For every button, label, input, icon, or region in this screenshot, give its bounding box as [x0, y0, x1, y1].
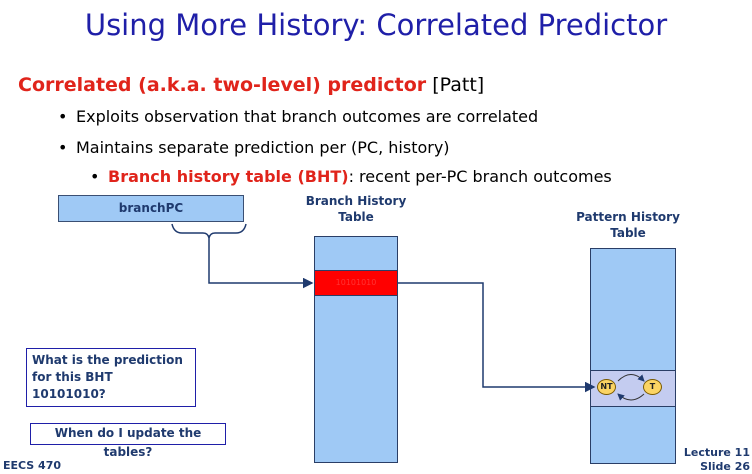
- bullet-text: Exploits observation that branch outcome…: [76, 107, 539, 126]
- pattern-history-table: [590, 248, 676, 464]
- pht-caption-line: Pattern History: [576, 210, 680, 224]
- question-prediction-box: What is the prediction for this BHT 10101…: [26, 348, 196, 407]
- bullet-dot: •: [58, 107, 68, 126]
- sub-bullet-rest: : recent per-PC branch outcomes: [348, 167, 612, 186]
- bullet-text: Maintains separate prediction per (PC, h…: [76, 138, 450, 157]
- pht-caption: Pattern History Table: [568, 209, 688, 241]
- question-line: What is the prediction: [32, 353, 183, 367]
- section-heading: Correlated (a.k.a. two-level) predictor …: [18, 74, 484, 96]
- state-transition-top: [617, 374, 645, 382]
- pc-bits-brace: [171, 223, 247, 239]
- lecture-label: Lecture 11: [683, 446, 750, 459]
- bullet-item: • Exploits observation that branch outcom…: [58, 107, 538, 126]
- slide-label: Slide 26: [700, 460, 750, 473]
- sub-bullet-item: • Branch history table (BHT): recent per-…: [90, 167, 612, 186]
- state-not-taken: NT: [597, 379, 616, 395]
- state-transition-bottom: [617, 393, 645, 401]
- pht-caption-line: Table: [610, 226, 646, 240]
- sub-bullet-bold: Branch history table (BHT): [108, 167, 349, 186]
- bullet-dot: •: [90, 167, 100, 186]
- branchpc-box: branchPC: [58, 195, 244, 222]
- pc-to-bht-arrow: [208, 238, 314, 289]
- question-line: for this BHT 10101010?: [32, 370, 113, 401]
- bht-caption: Branch History Table: [296, 193, 416, 225]
- bht-to-pht-arrow: [398, 282, 596, 393]
- bht-caption-line: Branch History: [305, 194, 407, 208]
- bullet-item: • Maintains separate prediction per (PC, …: [58, 138, 450, 157]
- heading-main: Correlated (a.k.a. two-level) predictor: [18, 74, 427, 96]
- course-label: EECS 470: [3, 459, 62, 472]
- bht-caption-line: Table: [338, 210, 374, 224]
- heading-cite: [Patt]: [426, 74, 485, 96]
- slide-number: Lecture 11 Slide 26: [680, 446, 750, 474]
- slide-title: Using More History: Correlated Predictor: [84, 8, 668, 42]
- bht-entry: 10101010: [314, 270, 398, 296]
- bullet-dot: •: [58, 138, 68, 157]
- state-taken: T: [643, 379, 662, 395]
- question-update-box: When do I update the tables?: [30, 423, 226, 459]
